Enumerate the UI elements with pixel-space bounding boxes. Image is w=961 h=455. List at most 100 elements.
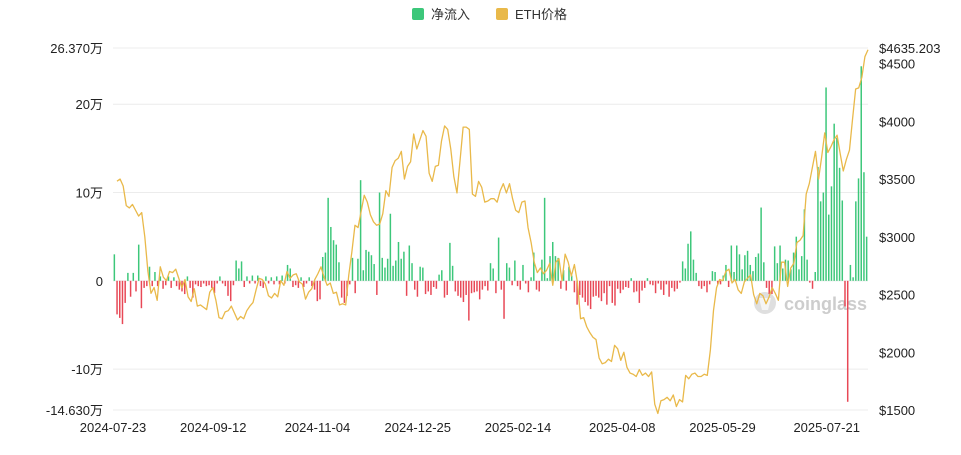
left-tick-label: 20万 xyxy=(76,97,103,112)
netflow-bar xyxy=(819,201,822,281)
netflow-bar xyxy=(611,280,614,303)
netflow-bar xyxy=(562,270,565,281)
netflow-bar xyxy=(573,280,576,293)
netflow-bar xyxy=(321,256,324,281)
netflow-bar xyxy=(281,275,283,281)
netflow-bar xyxy=(849,264,852,281)
netflow-bar xyxy=(229,280,232,302)
right-tick-label: $2000 xyxy=(879,345,915,360)
netflow-bar xyxy=(411,263,413,281)
netflow-bar xyxy=(811,280,814,289)
netflow-bar xyxy=(552,241,554,281)
netflow-bar xyxy=(646,278,649,281)
netflow-bar xyxy=(865,236,868,281)
netflow-bar xyxy=(465,280,467,295)
coinglass-logo-mark-icon xyxy=(759,298,771,310)
netflow-bar xyxy=(855,201,857,281)
netflow-bar xyxy=(137,244,140,281)
netflow-bar xyxy=(565,280,568,291)
netflow-bar xyxy=(446,280,448,295)
netflow-bar xyxy=(516,280,519,287)
left-tick-label: -14.630万 xyxy=(46,403,103,418)
netflow-bar xyxy=(660,280,662,290)
netflow-bar xyxy=(546,278,549,281)
netflow-bar xyxy=(403,251,405,281)
netflow-bar xyxy=(800,256,803,281)
right-tick-label: $4635.203 xyxy=(879,41,940,56)
watermark: coinglass xyxy=(754,292,867,314)
netflow-bar xyxy=(132,272,135,281)
netflow-bar xyxy=(779,245,781,281)
netflow-bar xyxy=(695,272,697,281)
netflow-bar xyxy=(376,280,378,295)
right-axis: $4635.203$4500 $4000 $3500 $3000 $2500 $2000 $… xyxy=(879,41,940,418)
netflow-bar xyxy=(216,280,218,284)
netflow-bar xyxy=(422,267,424,281)
netflow-bar xyxy=(127,272,129,281)
x-tick-label: 2024-12-25 xyxy=(385,420,452,435)
netflow-bar xyxy=(275,276,278,281)
netflow-bar xyxy=(343,280,346,303)
bars xyxy=(113,66,868,402)
netflow-bar xyxy=(381,257,383,281)
netflow-bar xyxy=(671,280,673,288)
legend-swatch-price xyxy=(496,8,508,20)
netflow-bar xyxy=(354,280,356,294)
netflow-bar xyxy=(792,252,795,281)
netflow-bar xyxy=(773,246,776,281)
netflow-bar xyxy=(503,280,505,319)
netflow-bar xyxy=(259,280,262,287)
netflow-bar xyxy=(386,258,389,281)
netflow-bar xyxy=(598,280,600,298)
netflow-bar xyxy=(760,207,762,281)
netflow-bar xyxy=(313,280,316,290)
netflow-bar xyxy=(806,259,808,281)
x-tick-label: 2025-02-14 xyxy=(485,420,552,435)
legend-swatch-netflow xyxy=(412,8,424,20)
netflow-bar xyxy=(400,258,402,281)
netflow-bar xyxy=(235,260,237,281)
netflow-bar xyxy=(370,255,373,281)
netflow-bar xyxy=(292,280,294,288)
netflow-bar xyxy=(684,268,687,281)
netflow-bar xyxy=(763,262,765,281)
netflow-bar xyxy=(749,264,752,281)
netflow-bar xyxy=(303,280,305,288)
x-tick-label: 2024-11-04 xyxy=(285,420,351,435)
netflow-bar xyxy=(836,137,838,281)
netflow-bar xyxy=(443,280,446,298)
netflow-bar xyxy=(746,250,749,281)
netflow-bar xyxy=(129,280,132,297)
netflow-bar xyxy=(798,269,800,281)
netflow-bar xyxy=(476,280,478,292)
netflow-bar xyxy=(186,276,189,281)
x-tick-label: 2025-05-29 xyxy=(689,420,756,435)
netflow-bar xyxy=(817,166,819,281)
left-tick-label: -10万 xyxy=(71,362,103,377)
netflow-bar xyxy=(194,280,197,285)
netflow-bar xyxy=(140,280,143,309)
netflow-bar xyxy=(435,280,438,289)
netflow-bar xyxy=(681,261,684,281)
netflow-bar xyxy=(524,280,527,284)
netflow-bar xyxy=(246,276,248,281)
netflow-bar xyxy=(644,280,646,288)
netflow-bar xyxy=(568,266,570,281)
netflow-bar xyxy=(706,280,708,293)
netflow-bar xyxy=(113,254,116,281)
netflow-bar xyxy=(846,280,849,402)
netflow-bar xyxy=(240,261,243,281)
netflow-bar xyxy=(221,280,224,284)
netflow-bar xyxy=(254,280,256,284)
netflow-bar xyxy=(238,268,240,281)
netflow-bar xyxy=(173,277,175,281)
netflow-bar xyxy=(449,242,451,281)
netflow-bar xyxy=(790,269,792,281)
left-tick-label: 0 xyxy=(96,274,103,289)
netflow-bar xyxy=(373,264,375,281)
netflow-bar xyxy=(300,277,302,281)
netflow-bar xyxy=(459,280,462,298)
netflow-bar xyxy=(765,280,768,288)
netflow-bar xyxy=(332,240,335,281)
netflow-bar xyxy=(359,180,362,281)
